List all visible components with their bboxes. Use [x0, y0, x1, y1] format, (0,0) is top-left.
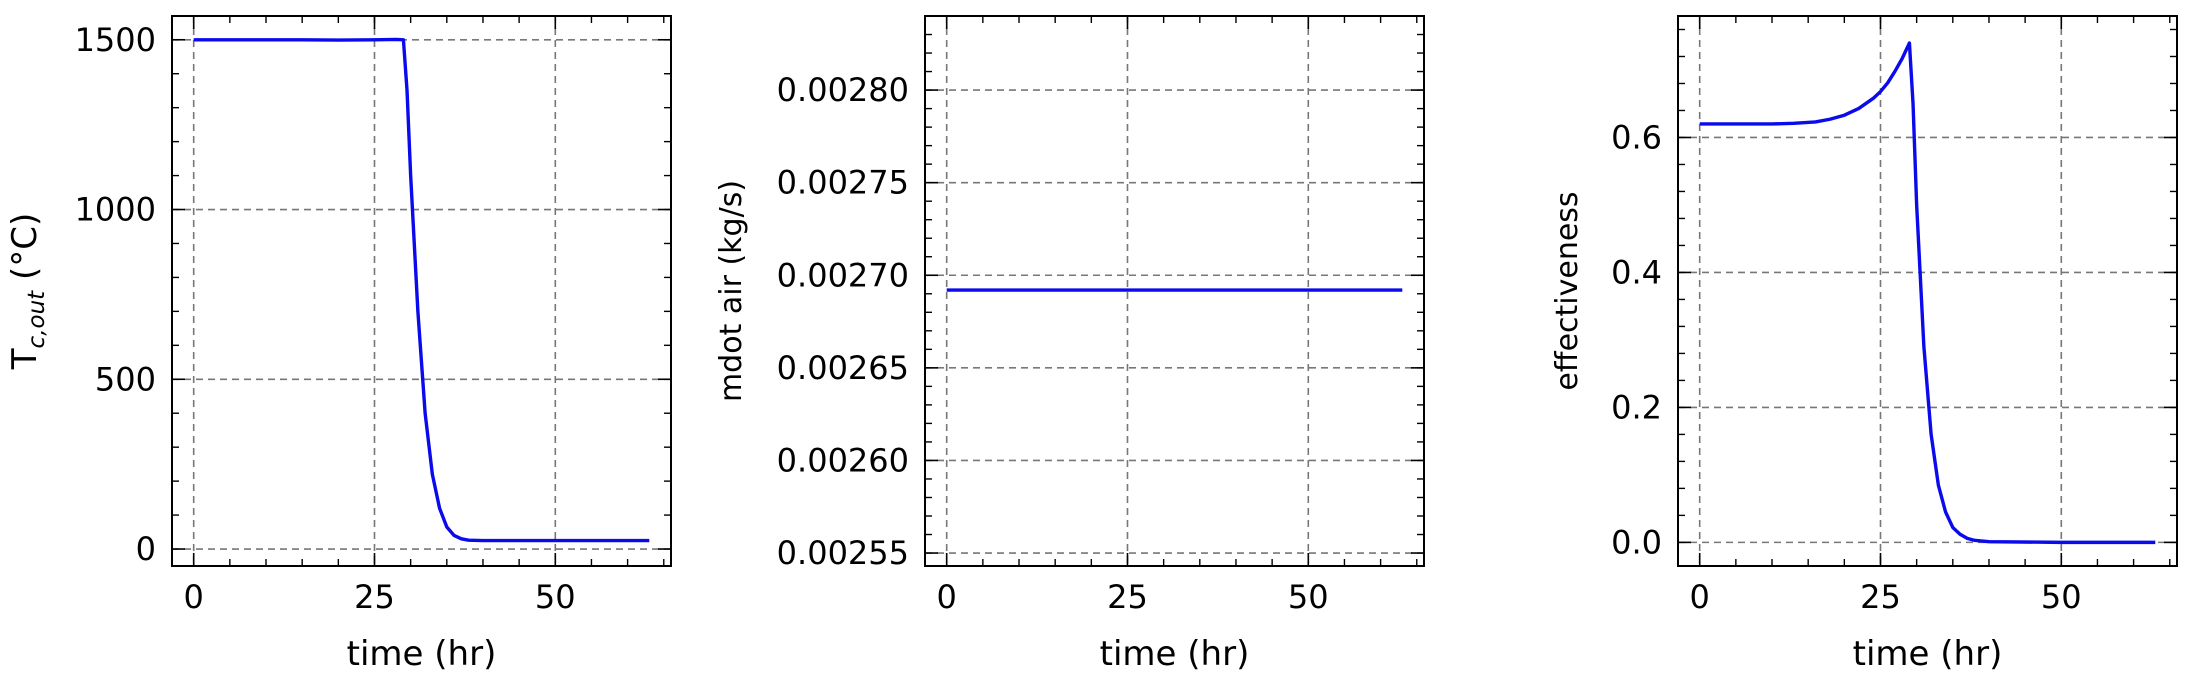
- x-tick-label: 50: [1288, 578, 1329, 616]
- y-axis-label: Tc,out (°C): [5, 213, 50, 370]
- y-tick-label: 0.2: [1611, 388, 1662, 426]
- y-tick-label: 0.6: [1611, 118, 1662, 156]
- x-tick-label: 50: [2041, 578, 2082, 616]
- y-tick-label: 0.00260: [777, 441, 909, 479]
- y-tick-label: 0.0: [1611, 523, 1662, 561]
- y-tick-label: 0.00265: [777, 349, 909, 387]
- x-tick-label: 0: [937, 578, 957, 616]
- x-tick-label: 25: [1107, 578, 1148, 616]
- y-tick-label: 0.00255: [777, 534, 909, 572]
- chart-panel-3: 0 25 50 0.0 0.2 0.4 0.6 time (hr) effectiveness: [1550, 15, 2178, 674]
- x-tick-label: 25: [1860, 578, 1901, 616]
- y-tick-label: 0: [136, 530, 156, 568]
- y-tick-label: 0.00275: [777, 164, 909, 202]
- x-tick-label: 50: [535, 578, 576, 616]
- y-tick-label: 1500: [75, 21, 156, 59]
- chart-panel-2: 0 25 50 0.00255 0.00260 0.00265 0.00270 0.00275…: [714, 15, 1425, 674]
- y-tick-label: 0.4: [1611, 253, 1662, 291]
- series-line: [1699, 41, 2156, 545]
- x-axis-label: time (hr): [1853, 634, 2003, 674]
- axes-frame: [171, 15, 672, 567]
- y-tick-label: 500: [95, 360, 156, 398]
- x-tick-label: 0: [184, 578, 204, 616]
- x-tick-label: 0: [1690, 578, 1710, 616]
- x-tick-label: 25: [354, 578, 395, 616]
- axes-frame: [1677, 15, 2178, 567]
- y-tick-label: 0.00270: [777, 256, 909, 294]
- series-line: [193, 37, 650, 543]
- y-tick-label: 0.00280: [777, 71, 909, 109]
- x-axis-label: time (hr): [347, 634, 497, 674]
- y-axis-label: effectiveness: [1550, 191, 1585, 390]
- x-axis-label: time (hr): [1100, 634, 1250, 674]
- y-tick-label: 1000: [75, 191, 156, 229]
- axes-frame: [924, 15, 1425, 567]
- y-axis-label: mdot air (kg/s): [714, 180, 749, 402]
